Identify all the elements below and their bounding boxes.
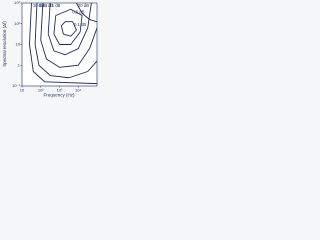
contour-label: 10 dB — [33, 3, 44, 8]
chart: Frequency (Hz) Spectral resolution (Δf) … — [2, 0, 98, 98]
contour-label: 1 dB — [52, 3, 61, 8]
x-tick-label: 10⁴ — [75, 88, 81, 93]
x-tick-label: 10² — [38, 88, 44, 93]
contour-line — [34, 3, 97, 79]
x-tick-label: 10³ — [57, 88, 63, 93]
contour-label: 0.5 dB — [72, 9, 84, 14]
contour-line — [40, 3, 97, 68]
x-tick-label: 10 — [20, 88, 25, 93]
y-tick-label: 1 — [18, 62, 21, 67]
contour-line — [76, 3, 97, 23]
contour-line — [53, 8, 83, 45]
contour-label: 3 dB — [44, 3, 53, 8]
contour-line — [60, 21, 77, 37]
contour-label: 20 dB — [78, 3, 89, 8]
y-tick-label: 10² — [14, 21, 20, 26]
y-tick-label: 10⁻¹ — [12, 83, 21, 88]
y-axis-label: Spectral resolution (Δf) — [2, 21, 7, 67]
y-tick-label: 10 — [16, 42, 21, 47]
x-axis-label: Frequency (Hz) — [43, 93, 75, 98]
y-tick-label: 10³ — [14, 0, 20, 5]
contour-label: 0.1 dB — [74, 22, 86, 27]
contour-line — [29, 3, 97, 85]
page: Frequency (Hz) Spectral resolution (Δf) … — [0, 0, 320, 98]
contour-line — [47, 3, 92, 56]
